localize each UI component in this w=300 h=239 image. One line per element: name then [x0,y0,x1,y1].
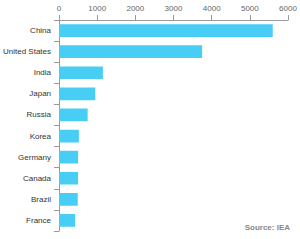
svg-text:India: India [34,68,52,77]
svg-text:Russia: Russia [27,110,52,119]
svg-text:Source: IEA: Source: IEA [245,223,291,232]
svg-text:5000: 5000 [241,4,259,13]
svg-text:3000: 3000 [165,4,183,13]
svg-text:2000: 2000 [126,4,144,13]
svg-text:China: China [30,26,51,35]
svg-text:Japan: Japan [29,89,51,98]
svg-text:France: France [26,216,51,225]
svg-text:Korea: Korea [30,132,52,141]
svg-text:6000: 6000 [279,4,297,13]
svg-text:Brazil: Brazil [31,195,51,204]
svg-text:Canada: Canada [23,174,52,183]
svg-text:0: 0 [57,4,62,13]
svg-text:United States: United States [3,47,51,56]
svg-text:Germany: Germany [18,153,51,162]
svg-text:1000: 1000 [88,4,106,13]
svg-text:4000: 4000 [203,4,221,13]
